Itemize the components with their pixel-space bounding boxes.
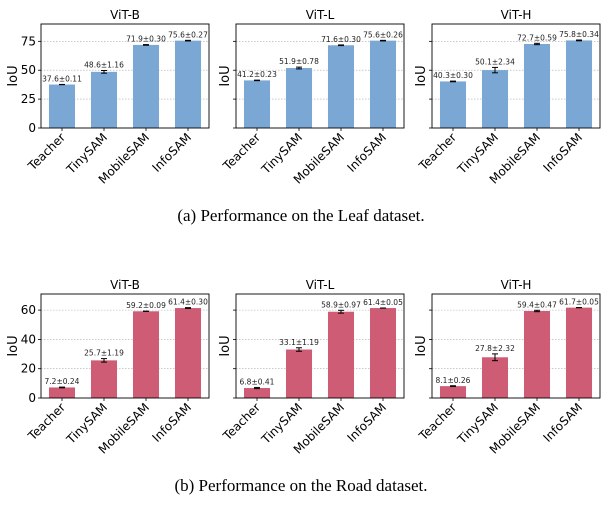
- data-label: 71.9±0.30: [126, 35, 166, 44]
- y-tick-label: 20: [21, 362, 36, 376]
- y-tick-label: 75: [21, 34, 36, 48]
- data-label: 50.1±2.34: [475, 57, 515, 66]
- x-tick-label: InfoSAM: [344, 130, 389, 175]
- bar-mobilesam: [523, 43, 551, 128]
- axes-frame: [431, 293, 601, 399]
- data-label: 33.1±1.19: [279, 338, 319, 347]
- x-tick-label: Teacher: [220, 130, 264, 174]
- y-axis-label: IoU: [6, 65, 21, 86]
- axes-frame: [40, 23, 210, 129]
- bar-tinysam: [481, 357, 509, 398]
- bar-mobilesam: [327, 45, 355, 128]
- x-tick-label: InfoSAM: [540, 400, 585, 445]
- panel-road-vit-l: ViT-LIoU6.8±0.41Teacher33.1±1.19TinySAM5…: [218, 278, 405, 457]
- data-label: 71.6±0.30: [321, 35, 361, 44]
- bar-mobilesam: [523, 310, 551, 398]
- bar-tinysam: [481, 70, 509, 128]
- panel-title: ViT-B: [110, 278, 140, 292]
- y-axis-label: IoU: [414, 65, 429, 86]
- panel-title: ViT-H: [501, 278, 532, 292]
- axes-frame: [235, 23, 405, 129]
- bar-infosam: [369, 308, 397, 398]
- data-label: 61.4±0.30: [168, 298, 208, 307]
- data-label: 75.6±0.26: [363, 30, 403, 39]
- bar-teacher: [48, 387, 76, 398]
- data-label: 25.7±1.19: [84, 349, 124, 358]
- data-label: 27.8±2.32: [475, 344, 515, 353]
- bar-tinysam: [285, 349, 313, 398]
- y-tick-label: 0: [28, 121, 36, 135]
- data-label: 75.8±0.34: [559, 30, 599, 39]
- data-label: 40.3±0.30: [433, 71, 473, 80]
- x-tick-label: Teacher: [25, 130, 69, 174]
- data-label: 37.6±0.11: [42, 74, 82, 83]
- y-axis-label: IoU: [414, 335, 429, 356]
- data-label: 59.2±0.09: [126, 301, 166, 310]
- panel-title: ViT-L: [306, 278, 335, 292]
- panel-title: ViT-B: [110, 8, 140, 22]
- caption-road: (b) Performance on the Road dataset.: [174, 476, 427, 495]
- panel-leaf-vit-b: ViT-B 0 25 50 75 IoU 37.6±0.11 Teacher 48.6±1.16…: [6, 8, 210, 187]
- data-label: 41.2±0.23: [237, 70, 277, 79]
- y-tick-label: 40: [21, 332, 36, 346]
- x-tick-label: Teacher: [416, 400, 460, 444]
- bar-infosam: [369, 40, 397, 128]
- bar-infosam: [174, 40, 202, 128]
- caption-leaf: (a) Performance on the Leaf dataset.: [177, 206, 424, 225]
- x-tick-label: InfoSAM: [149, 130, 194, 175]
- data-label: 75.6±0.27: [168, 30, 208, 39]
- bar-tinysam: [285, 68, 313, 128]
- x-tick-label: InfoSAM: [540, 130, 585, 175]
- panel-road-vit-h: ViT-HIoU8.1±0.26Teacher27.8±2.32TinySAM5…: [414, 278, 601, 457]
- data-label: 58.9±0.97: [321, 300, 361, 309]
- y-tick-label: 60: [21, 303, 36, 317]
- bar-tinysam: [90, 71, 118, 128]
- bar-mobilesam: [132, 44, 160, 128]
- data-label: 8.1±0.26: [436, 376, 471, 385]
- panel-title: ViT-L: [306, 8, 335, 22]
- axes-frame: [40, 293, 210, 399]
- data-label: 6.8±0.41: [240, 377, 275, 386]
- data-label: 59.4±0.47: [517, 300, 557, 309]
- x-tick-label: InfoSAM: [149, 400, 194, 445]
- data-label: 61.4±0.05: [363, 298, 403, 307]
- bar-teacher: [439, 386, 467, 398]
- bar-infosam: [565, 307, 593, 398]
- data-label: 72.7±0.59: [517, 33, 557, 42]
- panel-road-vit-b: ViT-B0204060IoU7.2±0.24Teacher25.7±1.19T…: [6, 278, 210, 457]
- bar-infosam: [174, 308, 202, 398]
- bar-teacher: [243, 80, 271, 128]
- data-label: 61.7±0.05: [559, 298, 599, 307]
- panel-title: ViT-H: [501, 8, 532, 22]
- axes-frame: [431, 23, 601, 129]
- bar-infosam: [565, 40, 593, 128]
- y-axis-label: IoU: [6, 335, 21, 356]
- data-label: 51.9±0.78: [279, 57, 319, 66]
- x-tick-label: Teacher: [25, 400, 69, 444]
- bar-teacher: [243, 388, 271, 398]
- y-tick-label: 25: [21, 92, 36, 106]
- bar-mobilesam: [132, 311, 160, 398]
- bar-teacher: [439, 81, 467, 128]
- axes-frame: [235, 293, 405, 399]
- data-label: 48.6±1.16: [84, 60, 124, 69]
- x-tick-label: InfoSAM: [344, 400, 389, 445]
- data-label: 7.2±0.24: [45, 377, 80, 386]
- x-tick-label: Teacher: [220, 400, 264, 444]
- x-tick-label: Teacher: [416, 130, 460, 174]
- bar-tinysam: [90, 360, 118, 398]
- bar-mobilesam: [327, 311, 355, 398]
- bar-teacher: [48, 84, 76, 128]
- y-axis-label: IoU: [218, 335, 233, 356]
- y-axis-label: IoU: [218, 65, 233, 86]
- y-tick-label: 0: [28, 391, 36, 405]
- y-tick-label: 50: [21, 63, 36, 77]
